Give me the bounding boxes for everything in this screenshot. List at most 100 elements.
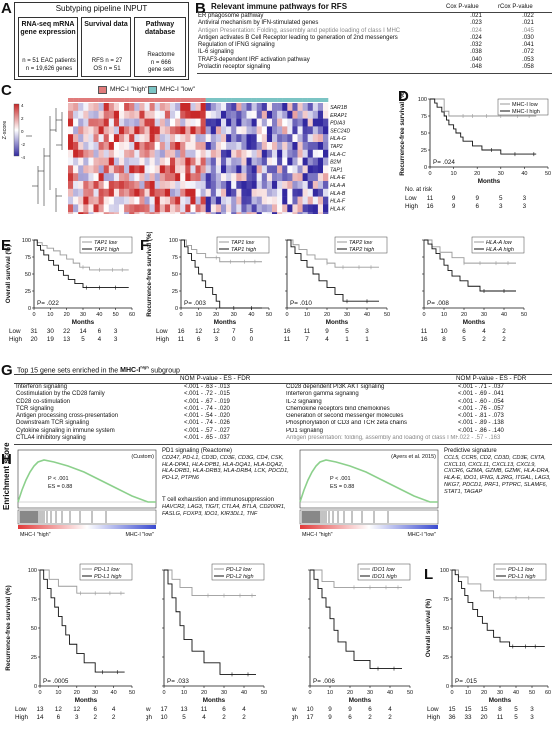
heatmap-cell bbox=[114, 197, 119, 205]
heatmap-cell bbox=[267, 197, 272, 205]
survival-box-title: Survival data bbox=[82, 21, 130, 29]
risk-count: 30 bbox=[47, 328, 55, 335]
heatmap-cell bbox=[165, 165, 170, 173]
risk-count: 2 bbox=[112, 714, 116, 721]
risk-count: 13 bbox=[36, 706, 44, 713]
annotation-cell bbox=[267, 98, 272, 102]
heatmap: SAR1BERAP1PDIA3SEC24DHLA-GTAP2HLA-CB2MTA… bbox=[0, 96, 395, 214]
annotation-cell bbox=[201, 98, 206, 102]
mhc-high-legend: MHC-I "high" bbox=[110, 86, 147, 93]
y-axis-label: Overall survival (%) bbox=[5, 245, 12, 303]
heatmap-cell bbox=[94, 204, 99, 212]
heatmap-cell bbox=[83, 119, 88, 127]
risk-count: 5 bbox=[462, 336, 466, 343]
y-tick-label: 0 bbox=[34, 684, 37, 690]
heatmap-cell bbox=[175, 150, 180, 158]
heatmap-cell bbox=[221, 165, 226, 173]
heatmap-cell bbox=[211, 119, 216, 127]
heatmap-cell bbox=[308, 204, 313, 212]
gene-set-row: Antigen presentation: folding, assembly … bbox=[286, 435, 552, 442]
heatmap-cell bbox=[252, 103, 257, 111]
heatmap-cell bbox=[201, 173, 206, 181]
heatmap-cell bbox=[139, 134, 144, 142]
heatmap-cell bbox=[94, 126, 99, 134]
heatmap-cell bbox=[190, 197, 195, 205]
heatmap-cell bbox=[170, 126, 175, 134]
heatmap-cell bbox=[155, 103, 160, 111]
x-tick-label: 60 bbox=[545, 690, 551, 696]
heatmap-cell bbox=[262, 134, 267, 142]
heatmap-cell bbox=[134, 173, 139, 181]
heatmap-cell bbox=[145, 197, 150, 205]
heatmap-cell bbox=[180, 119, 185, 127]
heatmap-cell bbox=[313, 189, 318, 197]
heatmap-cell bbox=[277, 204, 282, 212]
heatmap-cell bbox=[221, 119, 226, 127]
gene-set-stats: <.001 - .71 - .037 bbox=[458, 384, 504, 391]
heatmap-cell bbox=[201, 197, 206, 205]
risk-count: 11 bbox=[304, 328, 311, 335]
heatmap-cell bbox=[206, 134, 211, 142]
heatmap-cell bbox=[83, 111, 88, 119]
x-tick-label: 10 bbox=[55, 690, 61, 696]
heatmap-cell bbox=[68, 165, 73, 173]
legend-high-label: PD-L1 high bbox=[508, 574, 536, 580]
heatmap-cell bbox=[170, 204, 175, 212]
risk-count: 15 bbox=[448, 706, 456, 713]
heatmap-cell bbox=[262, 212, 267, 214]
y-tick-label: 50 bbox=[443, 626, 449, 632]
heatmap-cell bbox=[308, 150, 313, 158]
heatmap-cell bbox=[109, 103, 114, 111]
annotation-cell bbox=[180, 98, 185, 102]
zscore-colorbar bbox=[14, 104, 19, 156]
heatmap-cell bbox=[216, 134, 221, 142]
gsea-pvalue: P < .001 bbox=[48, 476, 69, 482]
heatmap-cell bbox=[236, 158, 241, 166]
km-curve-high bbox=[452, 570, 545, 647]
heatmap-cell bbox=[226, 150, 231, 158]
annotation-cell bbox=[211, 98, 216, 102]
heatmap-cell bbox=[155, 142, 160, 150]
heatmap-cell bbox=[257, 158, 262, 166]
heatmap-cell bbox=[104, 165, 109, 173]
x-tick-label: 60 bbox=[129, 312, 135, 318]
heatmap-cell bbox=[196, 150, 201, 158]
heatmap-cell bbox=[150, 173, 155, 181]
heatmap-cell bbox=[99, 204, 104, 212]
annotation-cell bbox=[236, 98, 241, 102]
heatmap-cell bbox=[180, 150, 185, 158]
gene-set-row: Costimulation by the CD28 family<.001 - … bbox=[16, 391, 276, 398]
risk-count: 12 bbox=[195, 328, 203, 335]
heatmap-cell bbox=[287, 150, 292, 158]
heatmap-cell bbox=[206, 165, 211, 173]
legend-low-label: PD-L2 low bbox=[226, 567, 252, 573]
heatmap-cell bbox=[160, 142, 165, 150]
heatmap-cell bbox=[78, 197, 83, 205]
y-tick-label: 25 bbox=[172, 289, 178, 295]
heatmap-cell bbox=[262, 119, 267, 127]
heatmap-cell bbox=[206, 197, 211, 205]
heatmap-cell bbox=[216, 142, 221, 150]
heatmap-cell bbox=[277, 150, 282, 158]
heatmap-cell bbox=[139, 173, 144, 181]
heatmap-cell bbox=[206, 189, 211, 197]
gene-set-stats: <.001 - .81 - .073 bbox=[458, 413, 504, 420]
heatmap-cell bbox=[165, 173, 170, 181]
heatmap-cell bbox=[206, 204, 211, 212]
heatmap-cell bbox=[150, 212, 155, 214]
heatmap-cell bbox=[160, 189, 165, 197]
annotation-cell bbox=[308, 98, 313, 102]
risk-count: 4 bbox=[202, 714, 206, 721]
heatmap-cell bbox=[323, 142, 328, 150]
heatmap-cell bbox=[206, 111, 211, 119]
y-tick-label: 75 bbox=[25, 255, 31, 261]
heatmap-cell bbox=[236, 142, 241, 150]
legend-low-label: MHC-I low bbox=[512, 102, 538, 108]
annotation-cell bbox=[257, 98, 262, 102]
heatmap-cell bbox=[252, 126, 257, 134]
panel-a-title: Subtyping pipeline INPUT bbox=[15, 4, 188, 13]
heatmap-cell bbox=[150, 134, 155, 142]
heatmap-cell bbox=[124, 126, 129, 134]
